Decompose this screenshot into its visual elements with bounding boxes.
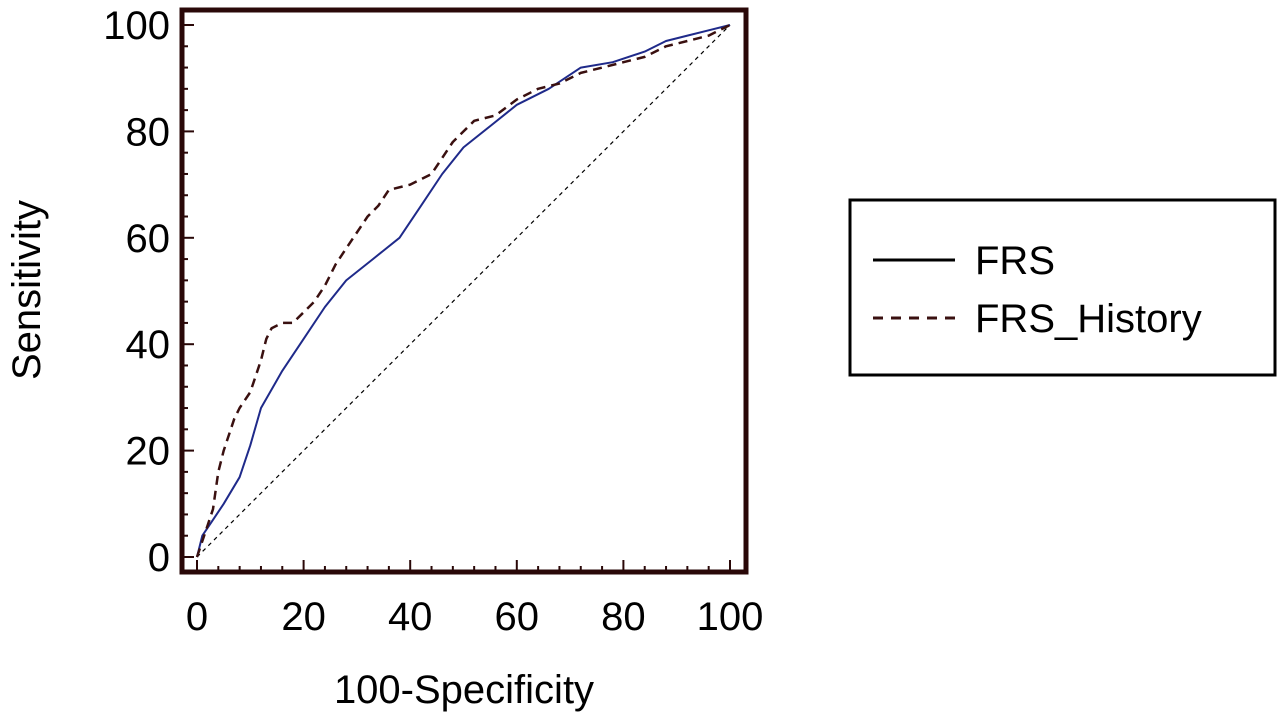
y-tick-label: 20 [126,430,171,474]
x-tick-label: 40 [388,595,433,639]
series-line-frs-history [195,23,731,558]
y-tick-label: 60 [126,217,171,261]
y-tick-label: 40 [126,323,171,367]
y-tick-label: 80 [126,110,171,154]
legend: FRS FRS_History [848,198,1277,377]
x-tick-label: 100 [697,595,764,639]
x-tick-label: 60 [495,595,540,639]
legend-label-frs-history: FRS_History [975,297,1202,341]
reference-diagonal-line [196,24,731,558]
x-tick-label: 0 [186,595,208,639]
y-axis-title: Sensitivity [5,200,49,380]
y-tick-label: 100 [103,4,170,48]
x-tick-label: 20 [281,595,326,639]
x-axis-title: 100-Specificity [334,668,594,712]
series-line-frs [196,24,731,558]
series-layer [195,23,731,558]
axis-ticks: 0 20 40 60 80 100 0 20 40 60 80 100 [103,4,763,639]
y-tick-label: 0 [148,536,170,580]
x-tick-label: 80 [601,595,646,639]
legend-label-frs: FRS [975,239,1055,283]
legend-box [848,198,1277,377]
